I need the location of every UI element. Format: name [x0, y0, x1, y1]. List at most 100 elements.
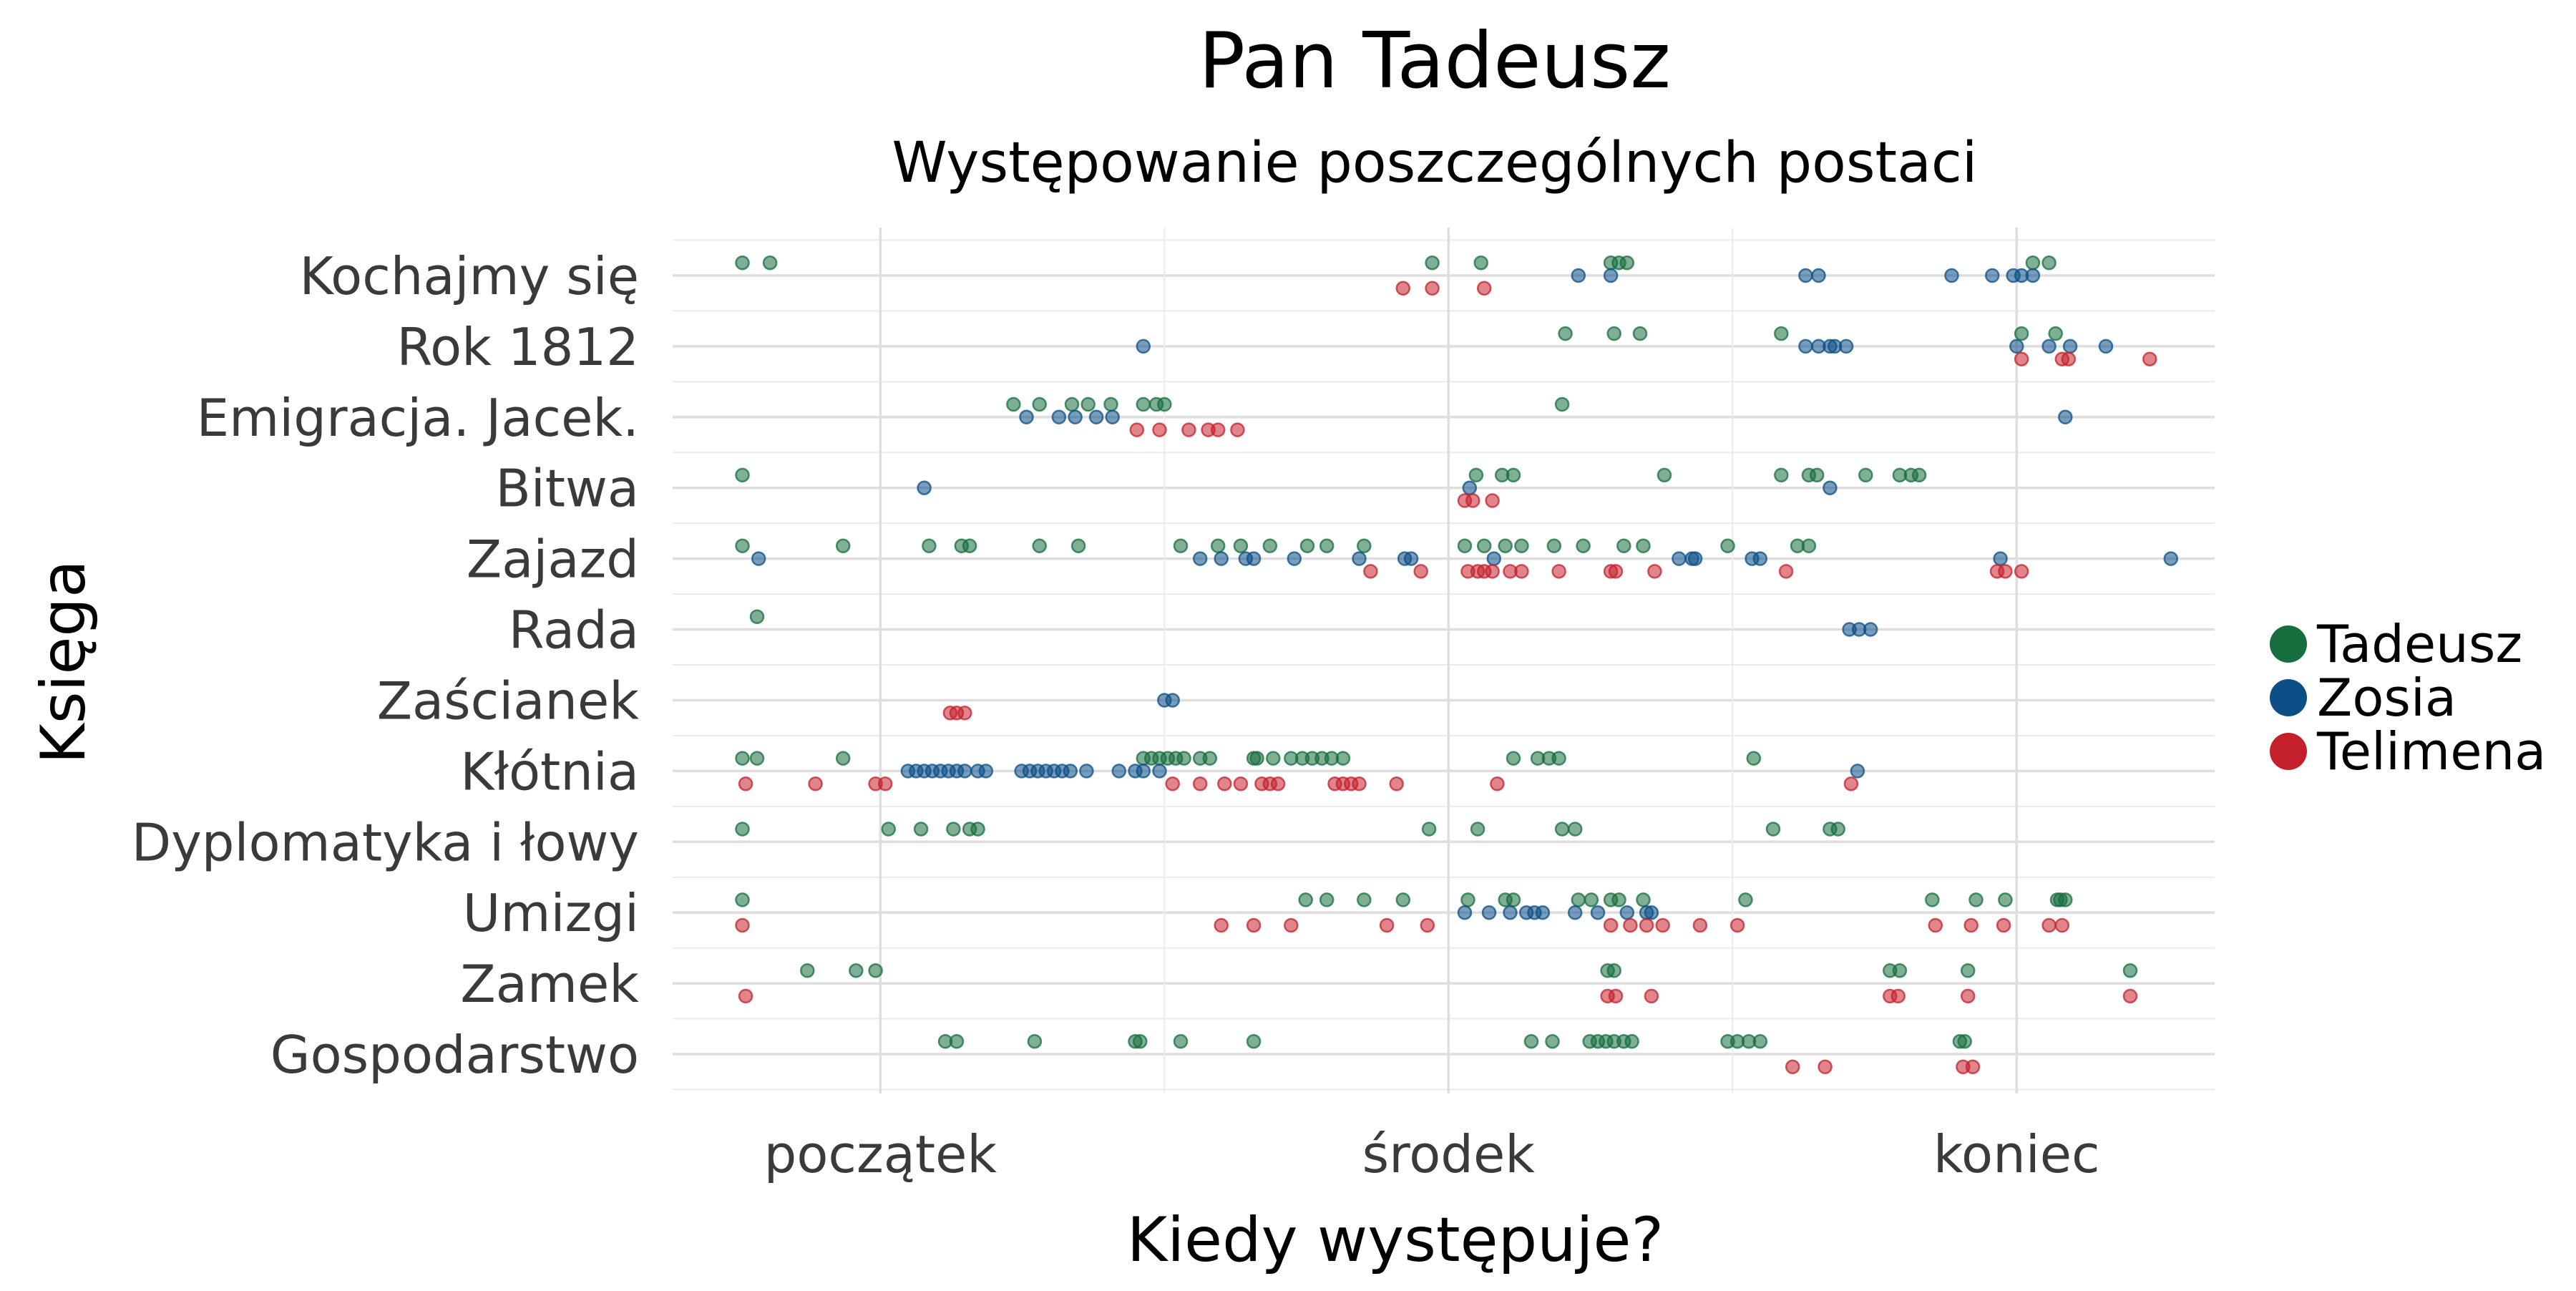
- data-point: [735, 255, 750, 271]
- data-point: [1687, 551, 1703, 566]
- data-point: [1514, 538, 1529, 554]
- series-tadeusz: [735, 255, 2138, 1049]
- y-tick-label: Kłótnia: [460, 741, 639, 802]
- data-point: [1270, 776, 1286, 791]
- data-point: [1233, 776, 1249, 791]
- data-point: [1152, 764, 1167, 779]
- data-point: [962, 538, 977, 554]
- data-point: [1765, 822, 1781, 837]
- grid: [673, 228, 2215, 1093]
- y-tick-label: Kochajmy się: [300, 246, 639, 306]
- data-point: [1413, 564, 1428, 579]
- data-point: [957, 764, 972, 779]
- data-point: [1490, 776, 1505, 791]
- data-point: [2041, 338, 2057, 354]
- data-point: [2014, 351, 2029, 366]
- data-point: [1363, 564, 1378, 579]
- data-point: [1644, 905, 1659, 920]
- y-tick-label: Emigracja. Jacek.: [197, 388, 639, 448]
- data-point: [1457, 538, 1473, 554]
- data-point: [1567, 905, 1583, 920]
- data-point: [1136, 764, 1151, 779]
- data-point: [1798, 268, 1813, 283]
- data-point: [2009, 338, 2024, 354]
- data-point: [1262, 538, 1278, 554]
- data-point: [1998, 564, 2013, 579]
- data-point: [1603, 917, 1619, 933]
- data-point: [1032, 396, 1047, 412]
- data-point: [1965, 1059, 1981, 1075]
- data-point: [1571, 268, 1586, 283]
- data-point: [1202, 751, 1218, 766]
- data-point: [1246, 1033, 1262, 1049]
- data-point: [738, 988, 753, 1004]
- y-axis-title: Księga: [28, 560, 99, 764]
- series-zosia: [751, 268, 2179, 920]
- data-point: [1850, 764, 1865, 779]
- data-point: [1352, 551, 1367, 566]
- data-point: [1636, 892, 1651, 907]
- data-point: [1960, 963, 1976, 978]
- data-point: [1165, 776, 1180, 791]
- data-point: [1214, 917, 1229, 933]
- chart-subtitle: Występowanie poszczególnych postaci: [892, 131, 1978, 195]
- data-point: [1230, 422, 1245, 437]
- data-point: [1957, 1033, 1972, 1049]
- data-point: [1890, 988, 1906, 1004]
- data-point: [1672, 551, 1687, 566]
- data-point: [1063, 764, 1078, 779]
- data-point: [1032, 538, 1047, 554]
- data-point: [1019, 409, 1034, 425]
- x-axis-tick-labels: początek środek koniec: [764, 1124, 2100, 1184]
- data-point: [1319, 538, 1335, 554]
- data-point: [1210, 538, 1226, 554]
- legend-key-zosia: [2270, 679, 2307, 716]
- y-tick-label: Zamek: [460, 954, 639, 1014]
- data-point: [2122, 963, 2138, 978]
- data-point: [1421, 822, 1437, 837]
- data-point: [1546, 538, 1562, 554]
- data-point: [1460, 892, 1475, 907]
- data-point: [1136, 396, 1151, 412]
- data-point: [1619, 255, 1635, 271]
- legend-label: Tadeusz: [2316, 614, 2522, 674]
- data-point: [1606, 326, 1621, 341]
- x-tick-label: środek: [1362, 1124, 1536, 1184]
- data-point: [2062, 338, 2078, 354]
- data-point: [1584, 892, 1599, 907]
- data-point: [2122, 988, 2138, 1004]
- data-point: [2014, 564, 2029, 579]
- data-point: [1157, 396, 1172, 412]
- y-tick-label: Umizgi: [463, 883, 639, 943]
- data-point: [1079, 764, 1094, 779]
- data-point: [1523, 1033, 1539, 1049]
- data-point: [1608, 988, 1624, 1004]
- data-point: [1481, 905, 1497, 920]
- data-point: [1133, 1033, 1148, 1049]
- data-point: [946, 822, 961, 837]
- y-tick-label: Zajazd: [467, 530, 639, 590]
- data-point: [1027, 1033, 1043, 1049]
- data-point: [913, 822, 929, 837]
- data-point: [1070, 538, 1086, 554]
- data-point: [917, 480, 932, 495]
- data-point: [1746, 751, 1762, 766]
- data-point: [1299, 538, 1315, 554]
- data-point: [1506, 751, 1521, 766]
- data-point: [1606, 963, 1621, 978]
- x-tick-label: początek: [764, 1124, 997, 1184]
- data-point: [1798, 338, 1813, 354]
- data-point: [1486, 551, 1502, 566]
- data-point: [1287, 551, 1302, 566]
- data-point: [1818, 1059, 1833, 1075]
- data-point: [2061, 351, 2077, 366]
- y-tick-label: Dyplomatyka i łowy: [132, 812, 639, 872]
- data-point: [1720, 538, 1735, 554]
- data-point: [2058, 892, 2073, 907]
- data-point: [1298, 892, 1313, 907]
- data-point: [1335, 751, 1351, 766]
- data-point: [808, 776, 823, 791]
- data-point: [1576, 538, 1591, 554]
